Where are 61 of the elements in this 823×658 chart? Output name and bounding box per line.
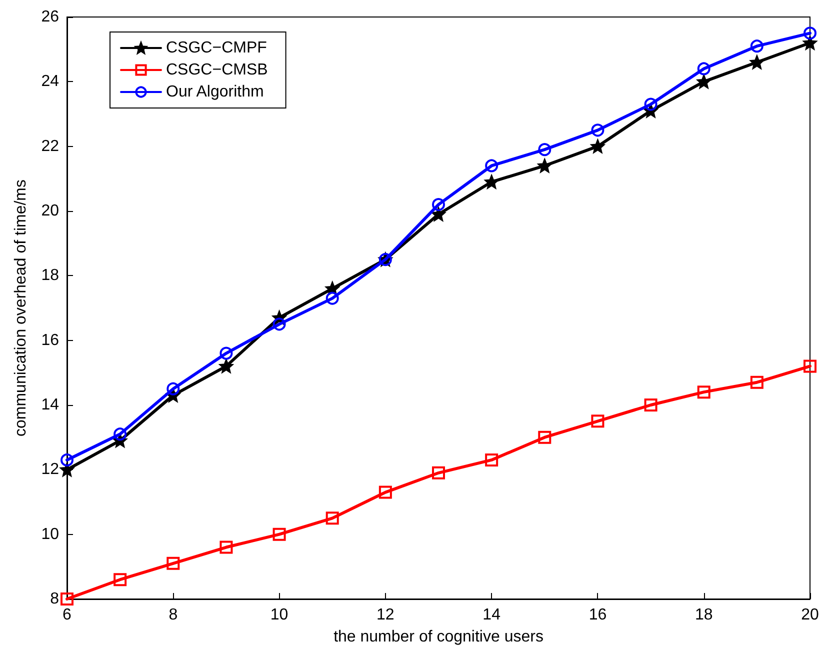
point — [485, 159, 498, 172]
point — [538, 143, 552, 156]
y-axis-title: communication overhead of time/ms — [12, 180, 30, 436]
x-tick-label: 6 — [62, 606, 72, 624]
legend-label: CSGC−CMPF — [166, 40, 268, 56]
point — [60, 463, 74, 476]
point — [272, 318, 286, 331]
x-tick-label: 20 — [801, 606, 819, 624]
y-tick-label: 22 — [41, 138, 60, 155]
point — [644, 98, 658, 111]
y-tick-label: 8 — [50, 590, 60, 608]
point — [591, 124, 604, 137]
point — [485, 175, 498, 188]
point — [538, 159, 552, 172]
point — [750, 40, 764, 53]
point — [804, 360, 816, 373]
y-tick-label: 26 — [41, 8, 60, 26]
y-tick-label: 18 — [41, 267, 60, 284]
y-tick-label: 16 — [41, 332, 60, 349]
point — [114, 428, 127, 441]
point — [432, 466, 445, 480]
x-tick-label: 8 — [168, 606, 178, 624]
point — [432, 198, 445, 212]
x-tick-label: 16 — [588, 606, 607, 624]
point — [750, 376, 764, 389]
point — [697, 75, 710, 88]
point — [166, 382, 180, 396]
point — [272, 528, 286, 541]
y-tick-label: 12 — [41, 461, 60, 478]
y-tick-label: 20 — [41, 202, 60, 220]
point — [432, 208, 445, 221]
legend-label: Our Algorithm — [166, 84, 264, 100]
point — [804, 26, 816, 40]
x-axis-title: the number of cognitive users — [334, 628, 544, 646]
x-tick-label: 12 — [376, 606, 394, 624]
point — [750, 56, 764, 69]
point — [378, 486, 392, 499]
point — [804, 36, 816, 50]
point — [591, 414, 604, 428]
x-tick-label: 18 — [694, 606, 713, 624]
point — [220, 346, 233, 360]
point — [538, 430, 552, 444]
point — [326, 292, 339, 305]
point — [220, 540, 233, 554]
y-tick-label: 24 — [41, 73, 60, 90]
point — [697, 386, 710, 399]
point — [485, 453, 498, 466]
point — [591, 140, 604, 153]
point — [326, 512, 339, 525]
x-tick-label: 10 — [270, 606, 288, 624]
point — [220, 360, 233, 373]
point — [166, 556, 180, 570]
y-tick-label: 14 — [41, 396, 60, 414]
x-tick-label: 14 — [482, 606, 501, 624]
point — [114, 573, 127, 586]
legend-label: CSGC−CMSB — [166, 62, 268, 78]
y-tick-label: 10 — [41, 526, 60, 543]
point — [697, 62, 710, 76]
point — [644, 398, 658, 412]
point — [60, 453, 74, 466]
point — [60, 592, 74, 606]
